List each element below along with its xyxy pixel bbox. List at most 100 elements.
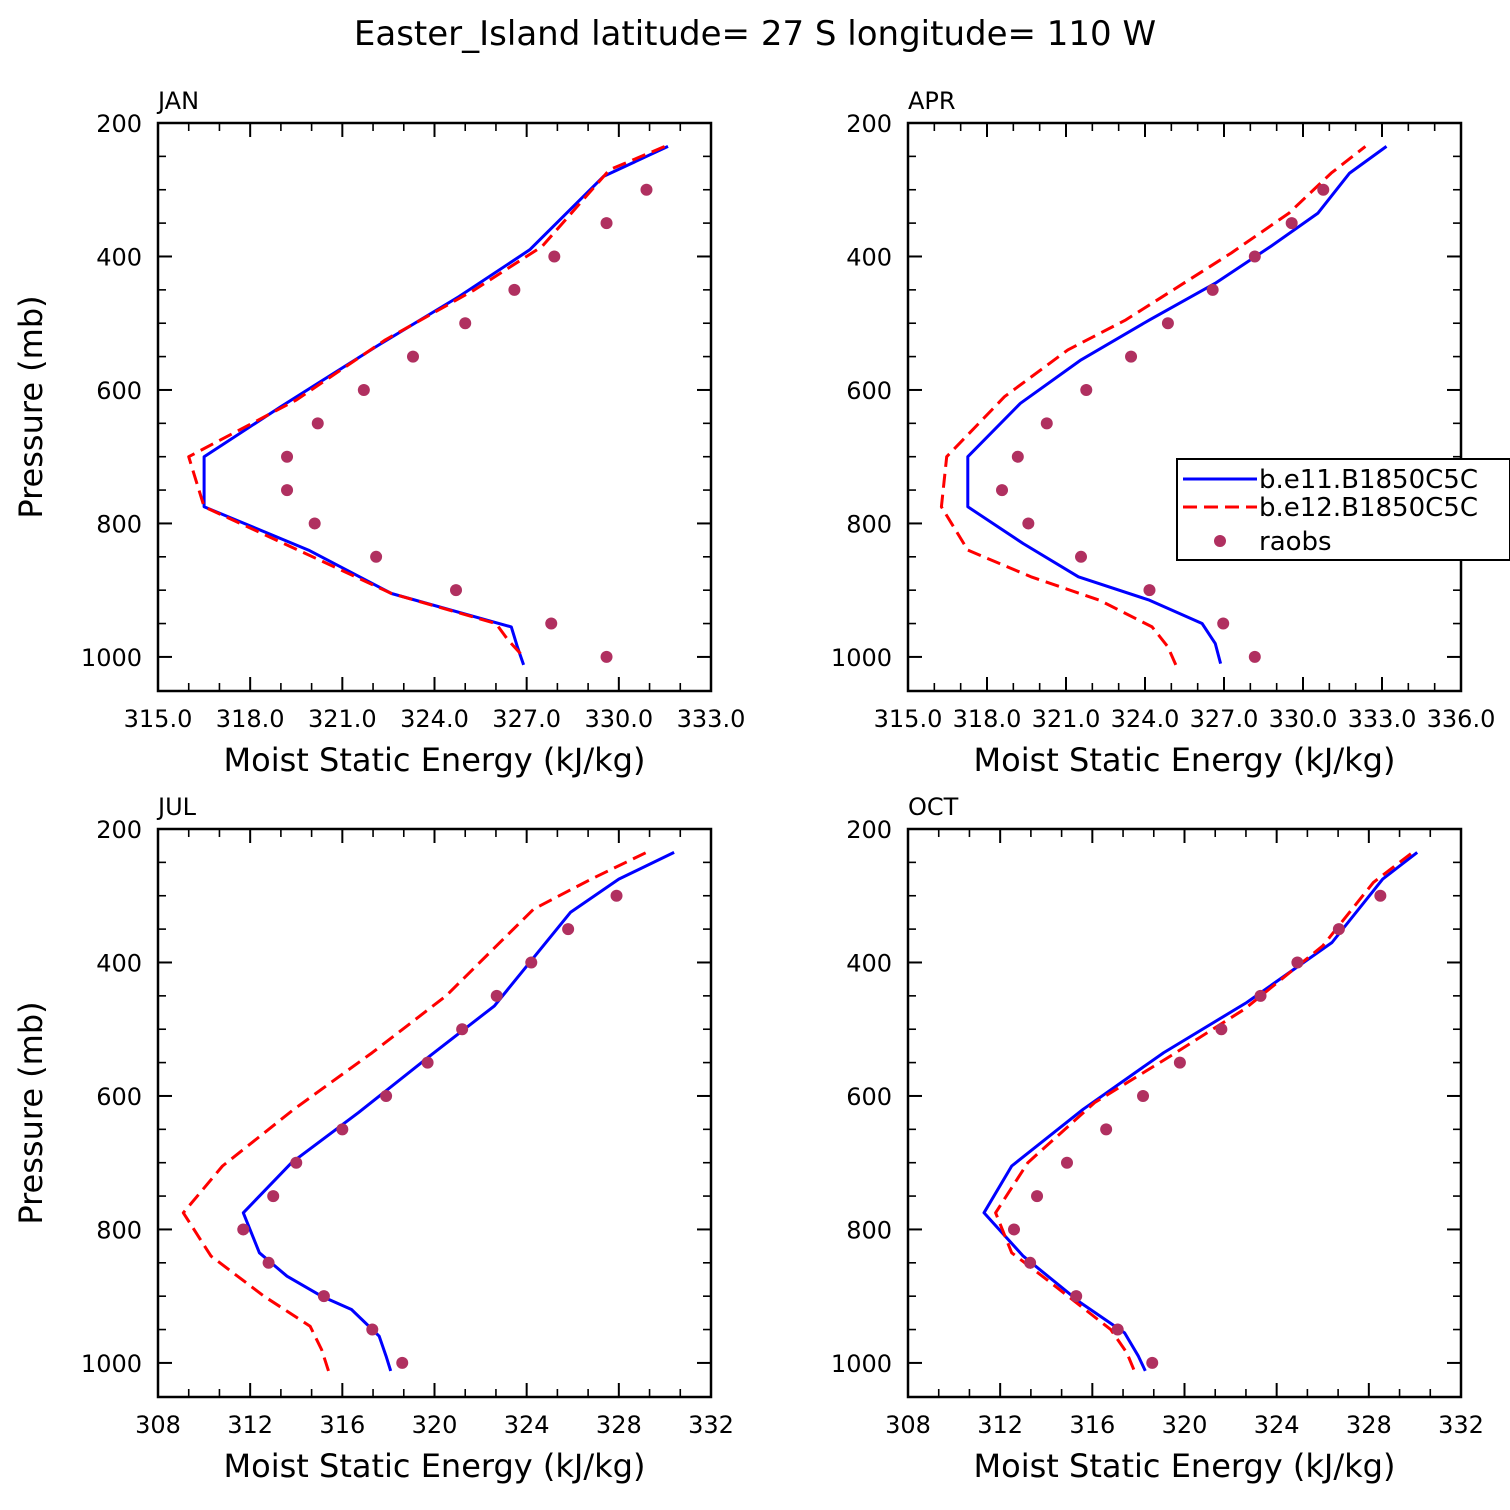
x-tick-label: 324.0	[400, 705, 469, 733]
series-line-e12	[994, 851, 1414, 1371]
x-tick-label: 316	[1069, 1411, 1115, 1439]
raobs-point	[267, 1190, 280, 1203]
x-tick-label: 328	[1346, 1411, 1392, 1439]
y-tick-label: 1000	[81, 644, 142, 672]
panel-label: OCT	[908, 793, 959, 821]
y-tick-label: 600	[96, 1083, 142, 1111]
raobs-point	[380, 1089, 393, 1102]
raobs-point	[548, 250, 561, 263]
raobs-point	[1080, 383, 1093, 396]
series-line-e11	[202, 145, 669, 666]
legend-swatch	[1214, 535, 1226, 547]
raobs-point	[1374, 889, 1387, 902]
x-tick-label: 324	[504, 1411, 550, 1439]
raobs-point	[281, 484, 294, 497]
raobs-point	[1125, 350, 1138, 363]
y-tick-label: 400	[846, 949, 892, 977]
x-tick-label: 320	[412, 1411, 458, 1439]
raobs-point	[1137, 1089, 1150, 1102]
y-tick-label: 600	[846, 377, 892, 405]
raobs-point	[640, 183, 653, 196]
raobs-point	[1040, 417, 1053, 430]
raobs-point	[370, 550, 383, 563]
y-tick-label: 800	[96, 1216, 142, 1244]
raobs-point	[237, 1223, 250, 1236]
y-tick-label: 800	[846, 510, 892, 538]
plot-frame	[156, 827, 713, 1399]
x-axis-label: Moist Static Energy (kJ/kg)	[224, 1447, 646, 1485]
y-tick-label: 200	[846, 110, 892, 138]
y-tick-label: 200	[96, 816, 142, 844]
raobs-point	[1248, 650, 1261, 663]
raobs-point	[1007, 1223, 1020, 1236]
raobs-point	[1254, 989, 1267, 1002]
raobs-point	[525, 956, 538, 969]
panel-jul: JUL 308 312 316 320 324 328 332 200 400 600 800 1000…	[12, 793, 734, 1485]
raobs-point	[1143, 584, 1156, 597]
panel-label: JUL	[156, 793, 197, 821]
x-axis-label: Moist Static Energy (kJ/kg)	[224, 741, 646, 779]
x-tick-label: 332	[688, 1411, 734, 1439]
raobs-point	[421, 1056, 434, 1069]
raobs-point	[1022, 517, 1035, 530]
raobs-point	[600, 217, 613, 230]
x-tick-label: 308	[885, 1411, 931, 1439]
raobs-point	[1146, 1356, 1159, 1369]
raobs-point	[1332, 923, 1345, 936]
raobs-point	[490, 989, 503, 1002]
raobs-point	[366, 1323, 379, 1336]
raobs-point	[281, 450, 294, 463]
raobs-point	[1215, 1023, 1228, 1036]
series-line-e12	[187, 145, 666, 655]
plot-frame	[906, 827, 1463, 1399]
raobs-point	[610, 889, 623, 902]
legend-entry: b.e11.B1850C5C	[1259, 465, 1478, 495]
panel-label: JAN	[156, 87, 199, 115]
panel-jan: JAN 315.0 318.0 321.0 324.0 327.0 330.0 333.0 20…	[12, 87, 745, 779]
raobs-point	[1060, 1156, 1073, 1169]
x-tick-label: 321.0	[1032, 705, 1101, 733]
x-tick-label: 316	[319, 1411, 365, 1439]
raobs-point	[1111, 1323, 1124, 1336]
series-line-e11	[982, 851, 1419, 1372]
series-line-e11	[241, 851, 675, 1372]
x-tick-label: 336.0	[1427, 705, 1496, 733]
y-tick-label: 400	[846, 243, 892, 271]
raobs-point	[1070, 1290, 1083, 1303]
y-tick-label: 400	[96, 949, 142, 977]
x-tick-label: 332	[1438, 1411, 1484, 1439]
legend-entry: b.e12.B1850C5C	[1259, 493, 1478, 523]
y-tick-label: 400	[96, 243, 142, 271]
series-line-e12	[939, 145, 1367, 666]
y-axis-label: Pressure (mb)	[12, 295, 50, 518]
x-tick-label: 315.0	[124, 705, 193, 733]
x-tick-label: 308	[135, 1411, 181, 1439]
y-tick-label: 800	[846, 1216, 892, 1244]
raobs-point	[1031, 1190, 1044, 1203]
raobs-point	[357, 383, 370, 396]
y-axis-label: Pressure (mb)	[12, 1001, 50, 1224]
x-tick-label: 320	[1162, 1411, 1208, 1439]
y-tick-label: 1000	[81, 1350, 142, 1378]
raobs-point	[406, 350, 419, 363]
raobs-point	[1248, 250, 1261, 263]
x-tick-label: 321.0	[308, 705, 377, 733]
raobs-point	[262, 1256, 275, 1269]
x-tick-label: 312	[977, 1411, 1023, 1439]
series-line-e12	[181, 851, 648, 1372]
x-tick-label: 333.0	[677, 705, 746, 733]
x-tick-label: 318.0	[216, 705, 285, 733]
raobs-point	[450, 584, 463, 597]
series-line-e11	[966, 145, 1388, 664]
figure-title: Easter_Island latitude= 27 S longitude= …	[354, 14, 1156, 54]
legend-box	[1176, 458, 1510, 561]
raobs-point	[1011, 450, 1024, 463]
x-tick-label: 330.0	[584, 705, 653, 733]
y-tick-label: 600	[846, 1083, 892, 1111]
x-axis-label: Moist Static Energy (kJ/kg)	[974, 1447, 1396, 1485]
x-tick-label: 324.0	[1111, 705, 1180, 733]
raobs-point	[600, 650, 613, 663]
x-tick-label: 333.0	[1348, 705, 1417, 733]
